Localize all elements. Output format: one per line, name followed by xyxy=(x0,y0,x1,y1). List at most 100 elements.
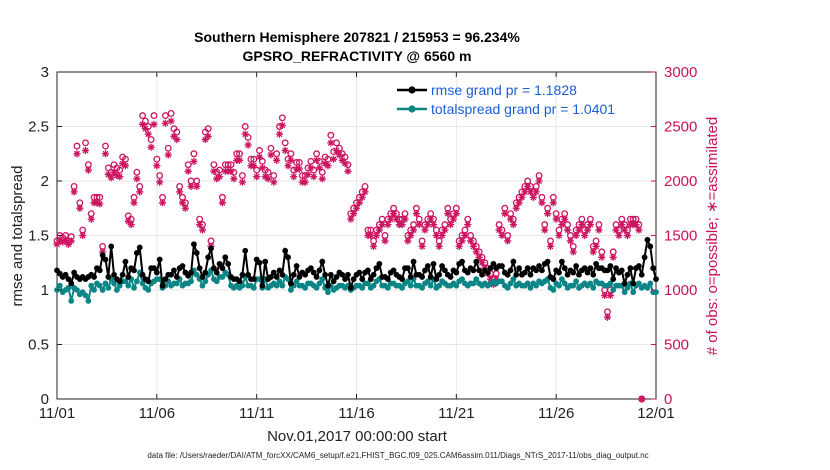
assimilated-obs-point xyxy=(258,164,266,172)
rmse-point xyxy=(191,241,197,248)
rmse-point xyxy=(459,258,465,265)
rmse-point xyxy=(521,269,528,276)
assimilated-obs-point xyxy=(535,177,543,185)
assimilated-obs-point xyxy=(147,143,155,151)
assimilated-obs-point xyxy=(589,248,597,256)
assimilated-obs-point xyxy=(76,204,84,212)
spread-point xyxy=(199,282,206,289)
assimilated-obs-point xyxy=(612,226,620,234)
rmse-point xyxy=(319,258,326,265)
spread-point xyxy=(550,287,557,293)
assimilated-obs-point xyxy=(67,237,75,245)
rmse-point xyxy=(242,247,249,254)
rmse-point xyxy=(302,271,309,278)
possible-obs-point xyxy=(210,161,218,169)
assimilated-obs-point xyxy=(489,280,498,289)
assimilated-obs-point xyxy=(267,151,275,159)
assimilated-obs-point xyxy=(552,215,560,223)
chart-title: Southern Hemisphere 207821 / 215953 = 96… xyxy=(194,29,520,45)
assimilated-obs-point xyxy=(158,199,167,207)
rmse-point xyxy=(256,259,263,266)
assimilated-obs-point xyxy=(73,150,81,158)
spread-point xyxy=(404,278,411,285)
rmse-point xyxy=(307,265,314,272)
assimilated-obs-point xyxy=(601,291,609,300)
assimilated-obs-point xyxy=(572,231,580,240)
rmse-point xyxy=(373,265,380,272)
spread-point xyxy=(607,280,614,287)
rmse-point xyxy=(510,258,517,265)
spread-point xyxy=(610,287,617,293)
assimilated-obs-point xyxy=(227,167,235,175)
assimilated-obs-point xyxy=(218,199,227,207)
spread-point xyxy=(96,282,103,289)
assimilated-obs-point xyxy=(546,242,555,250)
assimilated-obs-point xyxy=(332,146,341,155)
rmse-point xyxy=(576,271,582,278)
assimilated-obs-point xyxy=(244,141,252,149)
spread-point xyxy=(407,282,414,289)
assimilated-obs-point xyxy=(464,221,472,229)
rmse-point xyxy=(624,271,631,278)
rmse-point xyxy=(188,269,194,276)
rmse-point xyxy=(581,265,588,272)
assimilated-obs-point xyxy=(235,156,244,164)
assimilated-obs-point xyxy=(384,221,392,229)
rmse-point xyxy=(630,280,637,287)
assimilated-obs-point xyxy=(304,170,312,179)
assimilated-obs-point xyxy=(492,275,500,283)
rmse-point xyxy=(296,274,303,280)
assimilated-obs-point xyxy=(498,231,506,240)
rmse-point xyxy=(342,276,348,282)
spread-point xyxy=(556,282,562,289)
assimilated-obs-point xyxy=(558,221,566,229)
possible-obs-point xyxy=(270,172,278,179)
assimilated-obs-point xyxy=(478,259,486,267)
rmse-point xyxy=(205,254,212,261)
rmse-point xyxy=(442,267,448,274)
assimilated-obs-point xyxy=(504,237,512,245)
rmse-point xyxy=(650,265,657,272)
spread-point xyxy=(313,284,320,291)
possible-obs-point xyxy=(313,150,321,158)
assimilated-obs-point xyxy=(281,146,289,155)
x-tick-label: 12/01 xyxy=(637,405,675,422)
rmse-point xyxy=(162,276,169,282)
possible-obs-point xyxy=(156,172,164,179)
assimilated-obs-point xyxy=(84,166,92,174)
spread-point xyxy=(561,280,568,287)
possible-obs-point xyxy=(190,150,198,158)
rmse-point xyxy=(245,271,252,278)
y2-tick-label: 2500 xyxy=(664,119,697,136)
spread-point xyxy=(213,278,220,285)
assimilated-obs-point xyxy=(495,226,503,234)
assimilated-obs-point xyxy=(475,253,483,261)
assimilated-obs-point xyxy=(347,215,355,223)
spread-point xyxy=(630,289,637,296)
assimilated-obs-point xyxy=(615,231,623,240)
rmse-point xyxy=(96,267,103,274)
y-tick-label: 0.5 xyxy=(28,337,49,354)
possible-obs-point xyxy=(102,142,109,150)
rmse-point xyxy=(168,271,174,278)
rmse-point xyxy=(65,276,72,282)
spread-point xyxy=(287,287,294,293)
assimilated-obs-point xyxy=(524,182,532,191)
assimilated-obs-point xyxy=(250,162,258,170)
spread-point xyxy=(507,280,514,287)
assimilated-obs-point xyxy=(275,130,284,138)
rmse-point xyxy=(407,274,414,280)
possible-obs-point xyxy=(167,109,175,117)
assimilated-obs-point xyxy=(178,199,187,207)
y-tick-label: 2 xyxy=(41,173,49,190)
assimilated-obs-point xyxy=(64,240,73,248)
spread-point xyxy=(65,284,72,291)
assimilated-obs-point xyxy=(609,253,617,261)
rmse-point xyxy=(356,269,363,276)
rmse-point xyxy=(427,274,434,280)
spread-point xyxy=(319,276,326,282)
assimilated-obs-point xyxy=(538,199,546,207)
assimilated-obs-point xyxy=(338,156,346,164)
x-tick-label: 11/01 xyxy=(39,405,75,422)
